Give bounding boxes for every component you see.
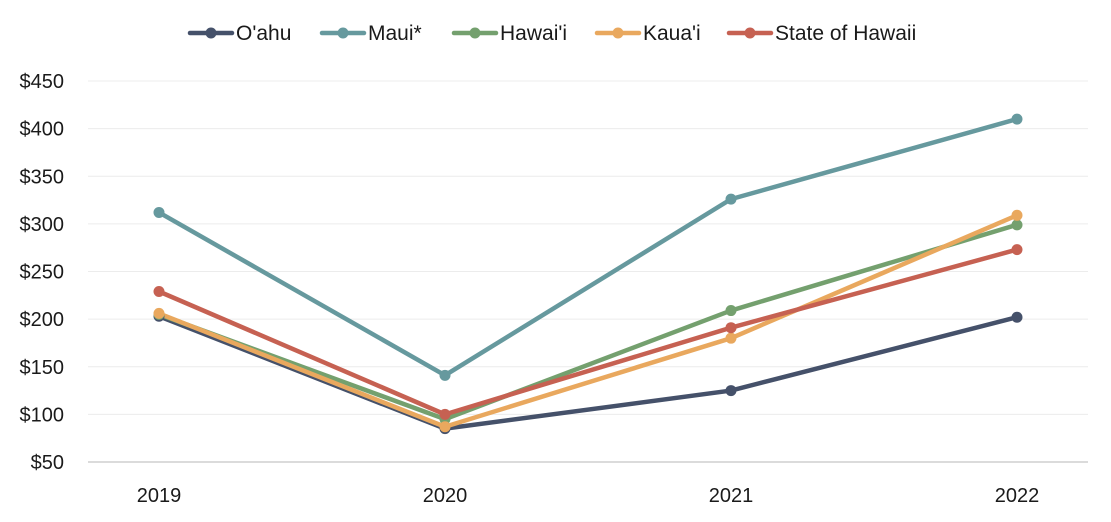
y-axis: $50 $100 $150 $200 $250 $300 $350 $400 $450 bbox=[20, 71, 65, 474]
legend-swatch-marker bbox=[205, 27, 217, 39]
series-points bbox=[153, 113, 1023, 435]
legend-label: Maui* bbox=[368, 22, 422, 45]
y-tick-label: $400 bbox=[20, 119, 65, 141]
y-tick-label: $350 bbox=[20, 166, 65, 188]
x-tick-label: 2021 bbox=[709, 485, 754, 507]
data-point bbox=[1011, 244, 1023, 256]
series-line bbox=[156, 222, 1020, 422]
x-axis: 2019 2020 2021 2022 bbox=[137, 485, 1040, 507]
data-point bbox=[153, 206, 165, 218]
y-tick-label: $200 bbox=[20, 309, 65, 331]
data-point bbox=[1011, 311, 1023, 323]
legend-item: Hawai'i bbox=[451, 22, 567, 45]
legend-item: O'ahu bbox=[187, 22, 291, 45]
x-tick-label: 2022 bbox=[995, 485, 1040, 507]
legend-item: Maui* bbox=[319, 22, 422, 45]
y-tick-label: $450 bbox=[20, 71, 65, 93]
legend-swatch-marker bbox=[469, 27, 481, 39]
data-point bbox=[439, 421, 451, 433]
x-tick-label: 2019 bbox=[137, 485, 182, 507]
series-lines bbox=[156, 116, 1020, 431]
data-point bbox=[725, 322, 737, 334]
legend-label: Hawai'i bbox=[500, 22, 567, 45]
data-point bbox=[439, 369, 451, 381]
data-point bbox=[725, 332, 737, 344]
data-point bbox=[1011, 219, 1023, 231]
gridlines bbox=[88, 80, 1088, 463]
legend-swatch-marker bbox=[744, 27, 756, 39]
y-tick-label: $250 bbox=[20, 262, 65, 284]
series-line bbox=[156, 116, 1020, 378]
legend-swatch-marker bbox=[612, 27, 624, 39]
y-tick-label: $50 bbox=[31, 452, 64, 474]
x-tick-label: 2020 bbox=[423, 485, 468, 507]
data-point bbox=[725, 385, 737, 397]
data-point bbox=[153, 307, 165, 319]
legend-label: Kaua'i bbox=[643, 22, 701, 45]
data-point bbox=[439, 408, 451, 420]
data-point bbox=[1011, 209, 1023, 221]
data-point bbox=[725, 305, 737, 317]
legend-swatch-marker bbox=[337, 27, 349, 39]
y-tick-label: $300 bbox=[20, 214, 65, 236]
data-point bbox=[1011, 113, 1023, 125]
series-line bbox=[156, 247, 1020, 417]
legend-item: Kaua'i bbox=[594, 22, 701, 45]
y-tick-label: $150 bbox=[20, 357, 65, 379]
data-point bbox=[725, 193, 737, 205]
y-tick-label: $100 bbox=[20, 404, 65, 426]
legend-item: State of Hawaii bbox=[726, 22, 916, 45]
data-point bbox=[153, 286, 165, 298]
legend: O'ahu Maui* Hawai'i Kaua'i State of Hawaii bbox=[187, 22, 916, 45]
series-line bbox=[156, 213, 1020, 430]
legend-label: O'ahu bbox=[236, 22, 291, 45]
legend-label: State of Hawaii bbox=[775, 22, 916, 45]
